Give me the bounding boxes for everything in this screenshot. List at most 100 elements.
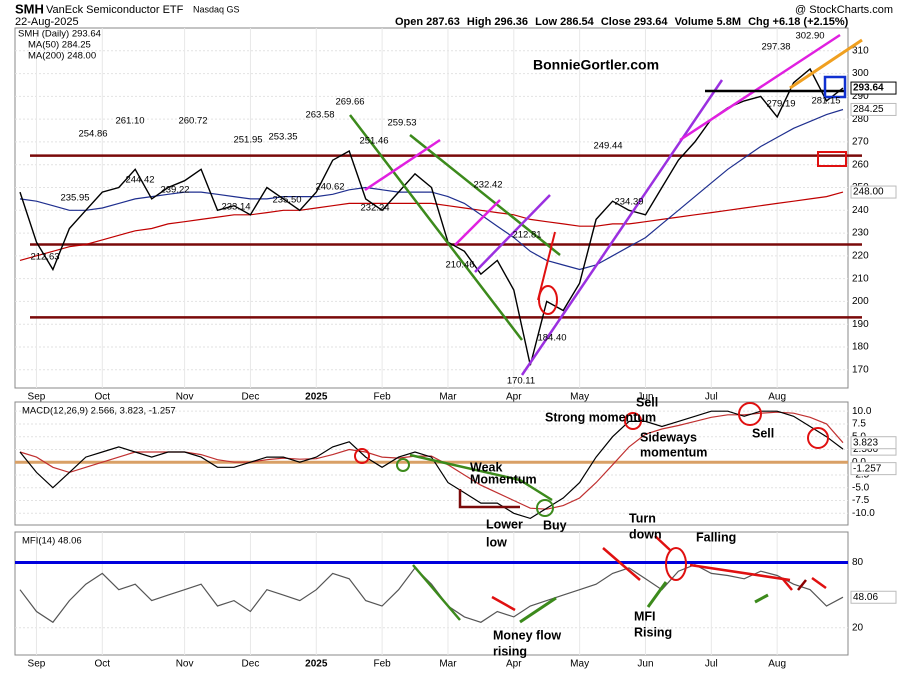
price-label: 184.40: [537, 333, 566, 344]
circle: [807, 427, 829, 449]
annotation: Rising: [634, 625, 672, 639]
drawings: [349, 33, 863, 624]
x-tick-label: Aug: [768, 392, 786, 403]
circle: [665, 547, 687, 581]
price-label: 251.95: [233, 135, 262, 146]
quote-item: Volume 5.8M: [675, 16, 741, 28]
arrow: [646, 581, 668, 608]
arrow: [754, 593, 769, 604]
price-label: 281.15: [811, 96, 840, 107]
y-tick-label: 200: [852, 296, 869, 307]
quote-item: Chg +6.18 (+2.15%): [748, 16, 849, 28]
quote-item: Close 293.64: [601, 16, 669, 28]
price-label: 297.38: [761, 42, 790, 53]
x-tick-label: Dec: [242, 392, 260, 403]
annotation: rising: [493, 644, 527, 658]
value-box: [850, 590, 897, 604]
price-label: 263.58: [305, 110, 334, 121]
x-tick-label: Dec: [242, 659, 260, 670]
quote-item: Low 286.54: [535, 16, 595, 28]
annotation: Turn: [629, 511, 656, 525]
circle: [624, 412, 642, 430]
x-tick-label: 2025: [305, 392, 328, 403]
annotation: Strong momentum: [545, 410, 656, 424]
trend-line: [454, 199, 501, 246]
x-tick-label: Oct: [95, 659, 111, 670]
annotation: Sell: [752, 426, 774, 440]
trend-line: [537, 231, 556, 301]
price-label: 239.22: [160, 185, 189, 196]
y-tick-label: 7.5: [852, 419, 866, 430]
quote: Open 287.63 High 296.36 Low 286.54 Close…: [395, 16, 849, 28]
y-tick-label: 220: [852, 250, 869, 261]
highlight-box: [817, 151, 847, 167]
arrow: [781, 577, 793, 591]
quote-item: Open 287.63: [395, 16, 460, 28]
y-tick-label: 300: [852, 68, 869, 79]
x-tick-label: Nov: [176, 392, 194, 403]
y-tick-label: 180: [852, 342, 869, 353]
value-box: [850, 436, 897, 450]
x-tick-label: 2025: [305, 659, 328, 670]
y-tick-label: 310: [852, 45, 869, 56]
x-tick-label: Mar: [439, 659, 457, 670]
series-line: [19, 564, 844, 624]
trend-line: [474, 194, 551, 273]
price-label: 254.86: [78, 129, 107, 140]
annotation: momentum: [640, 445, 707, 459]
y-tick-label: 280: [852, 114, 869, 125]
y-tick-label: 10.0: [852, 406, 872, 417]
panel-title: MFI(14) 48.06: [22, 536, 82, 547]
value-box: [850, 81, 897, 95]
price-label: 251.46: [359, 136, 388, 147]
price-label: 232.42: [473, 180, 502, 191]
annotation: Money flow: [493, 628, 561, 642]
annotation: Sell: [636, 395, 658, 409]
x-tick-label: Oct: [95, 392, 111, 403]
x-tick-label: Jun: [637, 659, 653, 670]
price-label: 259.53: [387, 118, 416, 129]
y-tick-label: 170: [852, 364, 869, 375]
series-line: [19, 411, 844, 510]
price-label: 260.72: [178, 116, 207, 127]
panel: 20 80 Sep Oct Nov Dec 2025 Feb Mar Apr May Jun Jul Au…: [15, 532, 864, 670]
x-tick-label: Mar: [439, 392, 457, 403]
panel-title: MACD(12,26,9) 2.566, 3.823, -1.257: [22, 406, 176, 417]
panel-frame: [14, 27, 849, 389]
quote-item: High 296.36: [467, 16, 528, 28]
y-tick-label: -5.0: [852, 482, 870, 493]
annotation: MFI: [634, 609, 656, 623]
x-tick-label: Jul: [705, 392, 718, 403]
annotation: Buy: [543, 518, 567, 532]
trend-line: [458, 489, 520, 509]
x-tick-label: Nov: [176, 659, 194, 670]
annotation: Sideways: [640, 430, 697, 444]
value-box: [850, 102, 897, 116]
price-label: 240.62: [315, 182, 344, 193]
x-tick-label: Jul: [705, 659, 718, 670]
x-tick-label: Feb: [374, 392, 392, 403]
price-label: 279.19: [766, 99, 795, 110]
y-tick-label: 190: [852, 319, 869, 330]
arrow: [491, 595, 516, 612]
price-label: 244.42: [125, 175, 154, 186]
price-label: 261.10: [115, 116, 144, 127]
trend-line: [789, 38, 863, 90]
arrow: [797, 579, 807, 591]
x-tick-label: Sep: [28, 392, 46, 403]
x-tick-label: Sep: [28, 659, 46, 670]
last-value: 248.00: [853, 187, 884, 198]
y-tick-label: 240: [852, 205, 869, 216]
y-tick-label: 290: [852, 91, 869, 102]
trend-line: [679, 33, 841, 142]
legend-entry: SMH (Daily) 293.64: [18, 29, 101, 40]
highlight-box: [823, 75, 847, 99]
trend-line: [519, 478, 553, 502]
last-value: -1.257: [853, 463, 882, 474]
panel: 1701801902002102202302402502602702802903…: [15, 28, 869, 403]
price-label: 269.66: [335, 97, 364, 108]
y-tick-label: 80: [852, 557, 864, 568]
y-tick-label: 270: [852, 137, 869, 148]
x-tick-label: Feb: [374, 659, 392, 670]
